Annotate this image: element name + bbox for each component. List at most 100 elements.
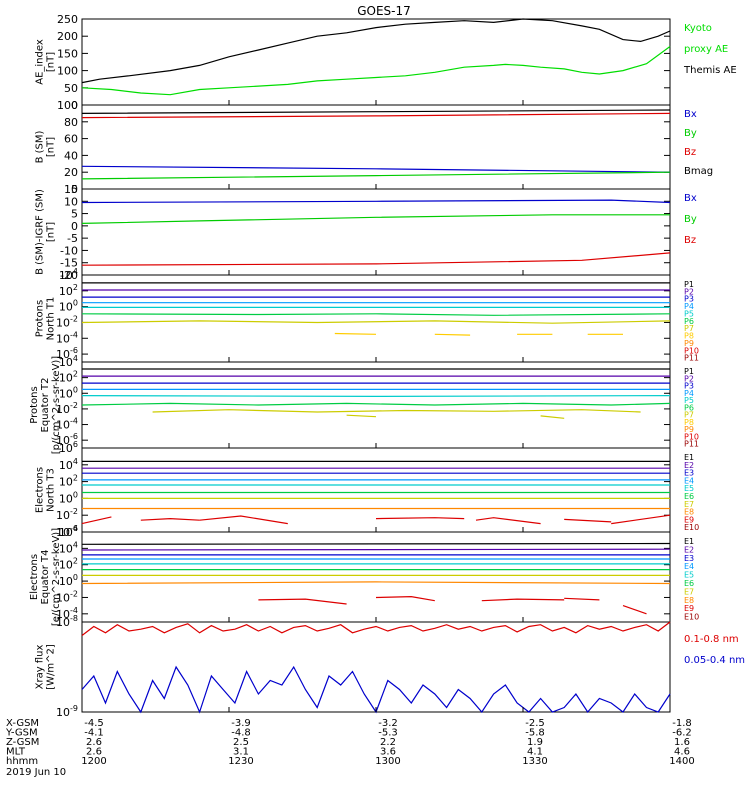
y-axis-label: North T1	[46, 297, 57, 341]
y-axis-label: Protons	[35, 300, 46, 337]
y-axis-label: Equator T2	[40, 378, 51, 433]
legend-entry: P4	[684, 302, 694, 311]
legend-entry: Bz	[684, 235, 696, 246]
x-row-label: Z-GSM	[6, 737, 39, 748]
series-line	[81, 199, 671, 204]
series-line	[475, 517, 541, 525]
y-tick-label: 80	[64, 116, 78, 129]
y-tick-label: 20	[64, 166, 78, 179]
y-axis-label: [nT]	[46, 52, 57, 72]
x-row-value: 1300	[375, 756, 400, 767]
y-tick-label: 10	[64, 195, 78, 208]
x-row-value: 1230	[228, 756, 253, 767]
series-line	[81, 621, 671, 636]
series-line	[481, 598, 565, 602]
y-axis-label: B (SM)-IGRF (SM)	[35, 189, 46, 275]
series-line	[199, 515, 288, 525]
panel-frame	[81, 274, 671, 363]
x-row-value: 4.6	[674, 747, 690, 758]
legend-entry: P6	[684, 317, 694, 326]
legend-entry: P4	[684, 389, 694, 398]
legend-entry: E4	[684, 476, 694, 485]
legend-entry: E5	[684, 571, 694, 580]
panel-8: 10-8 10-9 Xray flux [W/m^2] 0.1-0.8 nm 0.05-0…	[35, 614, 746, 719]
series-line	[346, 414, 377, 418]
legend-entry: E6	[684, 492, 694, 501]
legend-entry: E1	[684, 453, 694, 462]
x-row-value: 2.2	[380, 737, 396, 748]
legend-entry: E10	[684, 613, 699, 622]
y-axis-label: [p/(cm^2-s-sr-keV)]	[51, 356, 62, 455]
legend-entry: P11	[684, 440, 699, 449]
series-line	[564, 597, 600, 601]
legend-entry: By	[684, 214, 697, 225]
legend-entry: P7	[684, 324, 694, 333]
x-row-value: -3.2	[378, 718, 398, 729]
y-tick-label: -10	[60, 244, 78, 257]
legend-entry: Kyoto	[684, 23, 712, 34]
x-row-label: MLT	[6, 747, 26, 758]
y-axis-label: [nT]	[46, 137, 57, 157]
series-line	[434, 333, 471, 336]
series-line	[81, 542, 671, 545]
legend-entry: P10	[684, 432, 699, 441]
legend-entry: P7	[684, 411, 694, 420]
y-tick-label: 102	[59, 283, 78, 298]
x-row-value: 1.9	[527, 737, 543, 748]
legend-entry: P11	[684, 354, 699, 363]
y-tick-label: 200	[57, 30, 78, 43]
y-axis-label: Xray flux	[35, 645, 46, 690]
y-tick-label: 250	[57, 13, 78, 26]
legend-entry: E9	[684, 604, 694, 613]
series-line	[140, 517, 200, 521]
series-line	[81, 18, 671, 84]
legend-entry: Bx	[684, 193, 697, 204]
series-line	[622, 605, 647, 615]
series-line	[81, 252, 671, 266]
y-tick-label: 10-4	[56, 330, 78, 345]
x-row-value: 1200	[81, 756, 106, 767]
y-axis-label: Electrons	[29, 554, 40, 600]
series-line	[81, 214, 670, 224]
series-line	[258, 598, 347, 605]
x-row-value: -4.5	[84, 718, 104, 729]
y-tick-label: -20	[60, 269, 78, 282]
x-row-value: 3.6	[380, 747, 396, 758]
series-line	[375, 517, 465, 520]
panel-frame	[81, 621, 671, 713]
legend-entry: P5	[684, 396, 694, 405]
x-row-value: 2.5	[233, 737, 249, 748]
series-line	[81, 313, 671, 316]
x-row-value: 4.1	[527, 747, 543, 758]
x-row-value: 1330	[522, 756, 547, 767]
legend-entry: P9	[684, 339, 694, 348]
y-axis-label: Protons	[29, 386, 40, 423]
y-tick-label: 5	[71, 208, 78, 221]
y-tick-label: 100	[59, 299, 78, 314]
y-tick-label: 10-8	[56, 614, 78, 629]
y-tick-label: 50	[64, 82, 78, 95]
legend-entry: E2	[684, 545, 694, 554]
legend-entry: E10	[684, 523, 699, 532]
series-line	[152, 409, 641, 413]
series-line	[375, 595, 435, 602]
series-line	[81, 320, 671, 324]
series-line	[611, 514, 671, 525]
legend-entry: P1	[684, 280, 694, 289]
y-axis-label: AE_index	[35, 39, 46, 85]
series-line	[81, 402, 671, 406]
series-line	[81, 665, 671, 714]
legend-entry: P3	[684, 295, 694, 304]
series-line	[334, 332, 377, 335]
panel-1: 0 50 100 150 200 250 AE_index [nT] Kyoto proxy AE…	[35, 13, 737, 112]
legend-entry: P10	[684, 346, 699, 355]
legend-entry: E1	[684, 537, 694, 546]
legend-entry: P1	[684, 367, 694, 376]
legend-entry: E5	[684, 484, 694, 493]
legend-entry: E8	[684, 508, 694, 517]
